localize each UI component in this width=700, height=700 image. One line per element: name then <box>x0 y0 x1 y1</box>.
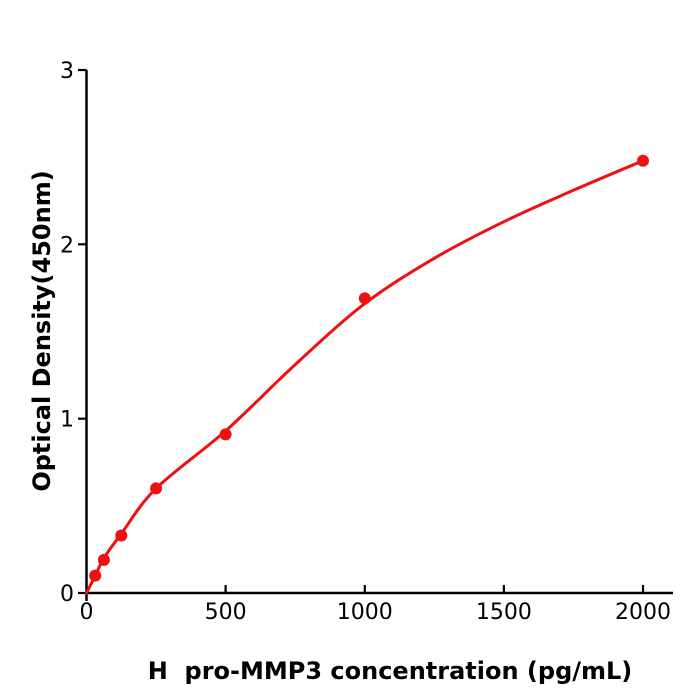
y-tick-label: 3 <box>60 59 74 84</box>
y-tick-label: 1 <box>60 408 74 433</box>
y-axis-title: Optical Density(450nm) <box>28 170 56 491</box>
x-tick-label: 2000 <box>615 600 671 625</box>
x-axis-ticks: 0 500 1000 1500 2000 <box>80 585 671 625</box>
x-tick-label: 500 <box>205 600 247 625</box>
data-point-marker <box>115 529 128 542</box>
x-tick-label: 1000 <box>337 600 393 625</box>
data-point-marker <box>150 482 163 495</box>
x-tick-label: 0 <box>80 600 94 625</box>
x-axis-title: H pro-MMP3 concentration (pg/mL) <box>148 657 633 685</box>
curve-series <box>85 154 649 595</box>
x-tick-label: 1500 <box>476 600 532 625</box>
data-point-marker <box>219 428 232 441</box>
data-point-marker <box>89 569 102 582</box>
fit-curve-line <box>85 159 645 595</box>
y-tick-label: 2 <box>60 233 74 258</box>
y-tick-label: 0 <box>60 582 74 607</box>
data-point-marker <box>637 154 649 167</box>
y-axis-ticks: 0 1 2 3 <box>60 59 87 607</box>
data-point-marker <box>358 292 371 305</box>
data-point-marker <box>97 553 110 566</box>
